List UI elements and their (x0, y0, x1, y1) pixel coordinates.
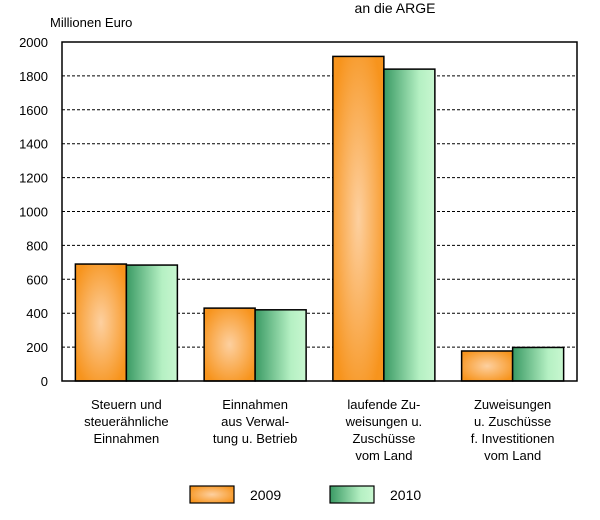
x-tick-label: aus Verwal- (221, 414, 289, 429)
x-tick-label: Zuschüsse (352, 431, 415, 446)
x-tick-label: Einnahmen (222, 397, 288, 412)
plot-frame (61, 41, 578, 382)
bar-2009-2 (332, 55, 385, 382)
x-tick-label: laufende Zu- (347, 397, 420, 412)
x-tick-label: u. Zuschüsse (474, 414, 551, 429)
x-tick-label: Einnahmen (93, 431, 159, 446)
chart-title: an die ARGE (355, 0, 436, 16)
y-tick-label: 0 (41, 374, 48, 389)
y-tick-label: 800 (26, 238, 48, 253)
legend-swatch-2010 (329, 485, 375, 504)
legend-swatch-2009 (189, 485, 235, 504)
bar-2010-1 (254, 309, 307, 382)
x-tick-label: f. Investitionen (471, 431, 555, 446)
legend-label: 2010 (390, 487, 421, 503)
x-tick-label: vom Land (355, 448, 412, 463)
bar-2010-0 (125, 264, 179, 382)
y-axis-label: Millionen Euro (50, 15, 132, 30)
y-tick-label: 1200 (19, 171, 48, 186)
y-tick-label: 600 (26, 272, 48, 287)
x-tick-label: Zuweisungen (474, 397, 551, 412)
bar-2010-3 (511, 346, 565, 382)
x-tick-label: weisungen u. (345, 414, 423, 429)
bar-2009-1 (203, 307, 256, 382)
y-tick-label: 1800 (19, 69, 48, 84)
y-tick-label: 1600 (19, 103, 48, 118)
bar-2009-3 (460, 350, 514, 382)
bar-2010-2 (383, 68, 436, 382)
x-tick-label: tung u. Betrieb (213, 431, 298, 446)
y-tick-label: 1000 (19, 205, 48, 220)
y-tick-label: 200 (26, 340, 48, 355)
y-tick-label: 1400 (19, 137, 48, 152)
bar-2009-0 (74, 263, 128, 382)
x-tick-label: steuerähnliche (84, 414, 169, 429)
x-tick-label: Steuern und (91, 397, 162, 412)
x-tick-label: vom Land (484, 448, 541, 463)
legend-label: 2009 (250, 487, 281, 503)
y-tick-label: 2000 (19, 35, 48, 50)
y-tick-label: 400 (26, 306, 48, 321)
